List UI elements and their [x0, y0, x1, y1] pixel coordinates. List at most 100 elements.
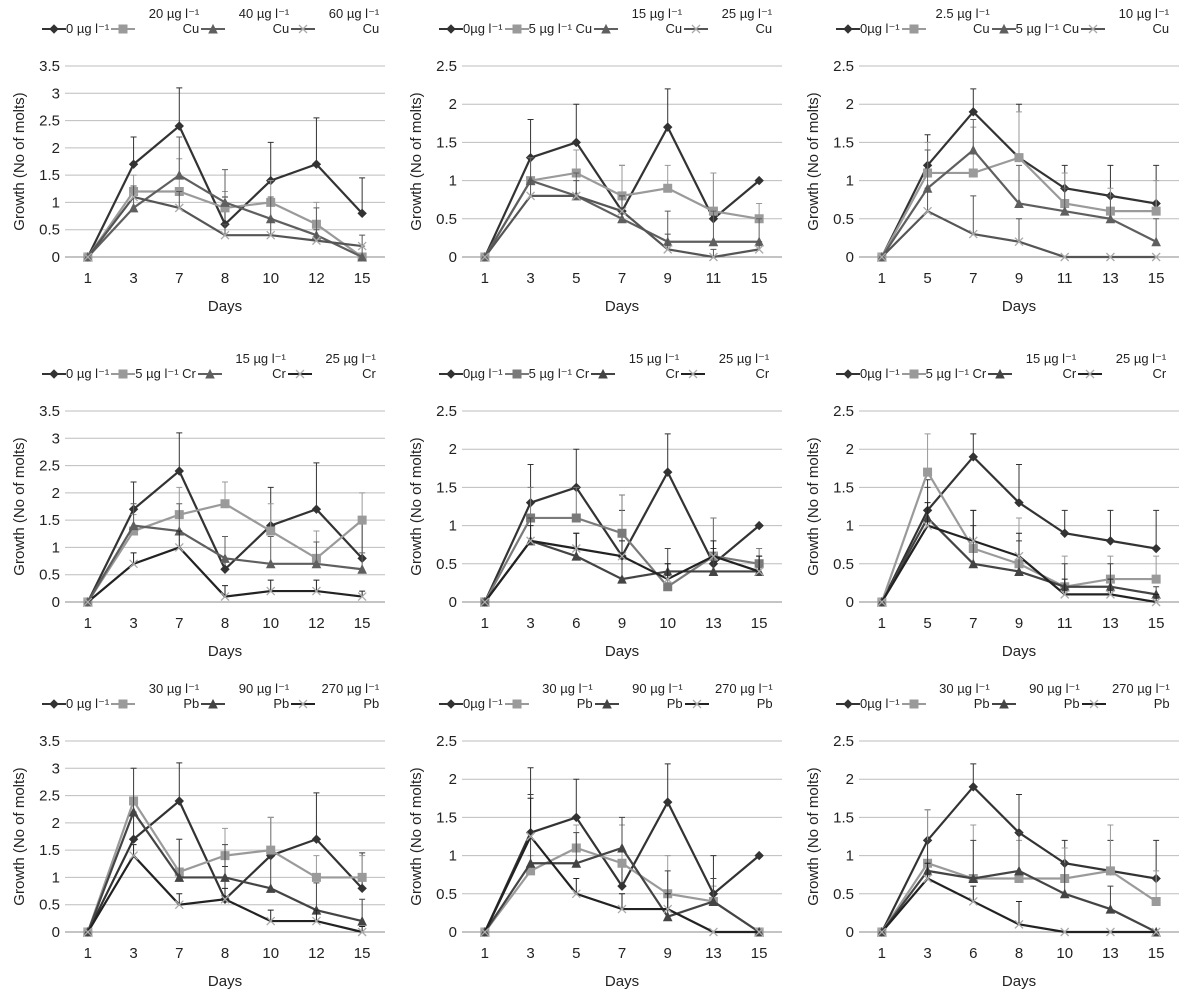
- legend-item: 0µg l⁻¹: [836, 351, 900, 381]
- y-tick-label: 1: [52, 539, 60, 556]
- legend-label: 0µg l⁻¹: [860, 696, 900, 711]
- x-axis-label: Days: [208, 973, 242, 990]
- legend-swatch: [836, 22, 860, 36]
- y-tick-label: 1.5: [833, 134, 854, 151]
- y-axis-label: Growth (No of molts): [805, 767, 822, 905]
- marker: [312, 873, 320, 881]
- legend-label: 40 µg l⁻¹ Cu: [225, 6, 289, 36]
- error-bar: [710, 173, 716, 211]
- legend-item: 0µg l⁻¹: [836, 681, 900, 711]
- legend-label: 0 µg l⁻¹: [66, 366, 109, 381]
- error-bar: [1016, 464, 1022, 502]
- legend-label: 270 µg l⁻¹ Pb: [1106, 681, 1170, 711]
- legend-item: 0µg l⁻¹: [439, 681, 503, 711]
- marker: [267, 527, 275, 535]
- y-tick-label: 0.5: [436, 556, 457, 573]
- legend-label: 0µg l⁻¹: [463, 21, 503, 36]
- marker: [618, 859, 626, 867]
- x-tick-label: 15: [354, 945, 371, 962]
- error-bar: [665, 89, 671, 127]
- legend-label: 90 µg l⁻¹ Pb: [225, 681, 289, 711]
- legend: 0 µg l⁻¹5 µg l⁻¹ Cr15 µg l⁻¹ Cr25 µg l⁻¹…: [42, 351, 376, 381]
- legend-item: 0 µg l⁻¹: [42, 681, 109, 711]
- legend-item: 0µg l⁻¹: [439, 6, 503, 36]
- error-bar: [1016, 165, 1022, 203]
- figure: 00.511.522.533.51378101215DaysGrowth (No…: [0, 0, 1191, 994]
- marker: [513, 370, 521, 378]
- legend-swatch: [42, 22, 66, 36]
- marker: [969, 169, 977, 177]
- legend-swatch: [201, 697, 225, 711]
- y-tick-label: 1: [846, 848, 854, 865]
- x-tick-label: 15: [1148, 615, 1165, 632]
- legend-item: 2.5 µg l⁻¹ Cu: [902, 6, 990, 36]
- chart-panel: 00.511.522.533.51378101215DaysGrowth (No…: [0, 345, 397, 675]
- legend-label: 20 µg l⁻¹ Cu: [135, 6, 199, 36]
- x-tick-label: 12: [308, 945, 325, 962]
- marker: [267, 846, 275, 854]
- marker: [664, 123, 672, 131]
- y-tick-label: 2: [52, 815, 60, 832]
- error-bar: [1016, 464, 1022, 502]
- chart: 00.511.522.51369101315DaysGrowth (No of …: [397, 345, 794, 675]
- legend-swatch: [1082, 697, 1106, 711]
- x-tick-label: 5: [572, 945, 580, 962]
- y-tick-label: 1: [52, 194, 60, 211]
- legend-label: 30 µg l⁻¹ Pb: [135, 681, 199, 711]
- marker: [358, 516, 366, 524]
- legend-label: 25 µg l⁻¹ Cu: [708, 6, 772, 36]
- error-bar: [1107, 825, 1113, 871]
- error-bar: [1016, 165, 1022, 203]
- marker: [1152, 897, 1160, 905]
- legend: 0 µg l⁻¹ 30 µg l⁻¹ Pb 90 µg l⁻¹ Pb 270 µg l…: [42, 681, 379, 711]
- marker: [513, 700, 521, 708]
- legend-swatch: [836, 697, 860, 711]
- error-bar: [1016, 533, 1022, 556]
- legend-swatch: [288, 367, 312, 381]
- legend-label: 0µg l⁻¹: [860, 366, 900, 381]
- error-bar: [970, 196, 976, 234]
- x-tick-label: 1: [481, 615, 489, 632]
- legend-label: 5 µg l⁻¹ Cr: [926, 366, 987, 381]
- error-bar: [665, 89, 671, 127]
- error-bar: [573, 104, 579, 142]
- x-tick-label: 8: [221, 615, 229, 632]
- marker: [1106, 537, 1114, 545]
- legend-label: 0 µg l⁻¹: [66, 696, 109, 711]
- legend-label: 270 µg l⁻¹ Pb: [315, 681, 379, 711]
- error-bar: [925, 434, 931, 472]
- error-bar: [1153, 181, 1159, 212]
- y-tick-label: 1.5: [436, 134, 457, 151]
- chart: 00.511.522.5135791315DaysGrowth (No of m…: [397, 675, 794, 994]
- x-tick-label: 9: [664, 945, 672, 962]
- error-bar: [1016, 533, 1022, 556]
- error-bar: [176, 137, 182, 175]
- x-tick-label: 11: [1057, 270, 1073, 287]
- x-tick-label: 1: [878, 615, 886, 632]
- legend-item: 40 µg l⁻¹ Cu: [201, 6, 289, 36]
- legend-swatch: [439, 367, 463, 381]
- legend-item: 25 µg l⁻¹ Cr: [681, 351, 769, 381]
- error-bar: [573, 449, 579, 487]
- marker: [969, 146, 977, 154]
- x-tick-label: 12: [308, 615, 325, 632]
- y-tick-label: 1: [449, 173, 457, 190]
- legend-item: 15 µg l⁻¹ Cr: [198, 351, 286, 381]
- y-tick-label: 0: [449, 249, 457, 266]
- x-tick-label: 9: [618, 615, 626, 632]
- legend-label: 25 µg l⁻¹ Cr: [312, 351, 376, 381]
- x-axis-label: Days: [1002, 973, 1036, 990]
- y-tick-label: 0: [52, 924, 60, 941]
- legend-label: 0µg l⁻¹: [463, 696, 503, 711]
- legend-swatch: [902, 697, 926, 711]
- y-tick-label: 0.5: [833, 886, 854, 903]
- chart-panel: 00.511.522.533.51378101215DaysGrowth (No…: [0, 0, 397, 345]
- x-tick-label: 3: [129, 945, 137, 962]
- error-bar: [176, 137, 182, 175]
- legend-item: 5 µg l⁻¹ Cu: [992, 6, 1079, 36]
- marker: [844, 370, 852, 378]
- legend-swatch: [439, 697, 463, 711]
- y-tick-label: 0.5: [436, 211, 457, 228]
- legend-item: 270 µg l⁻¹ Pb: [291, 681, 379, 711]
